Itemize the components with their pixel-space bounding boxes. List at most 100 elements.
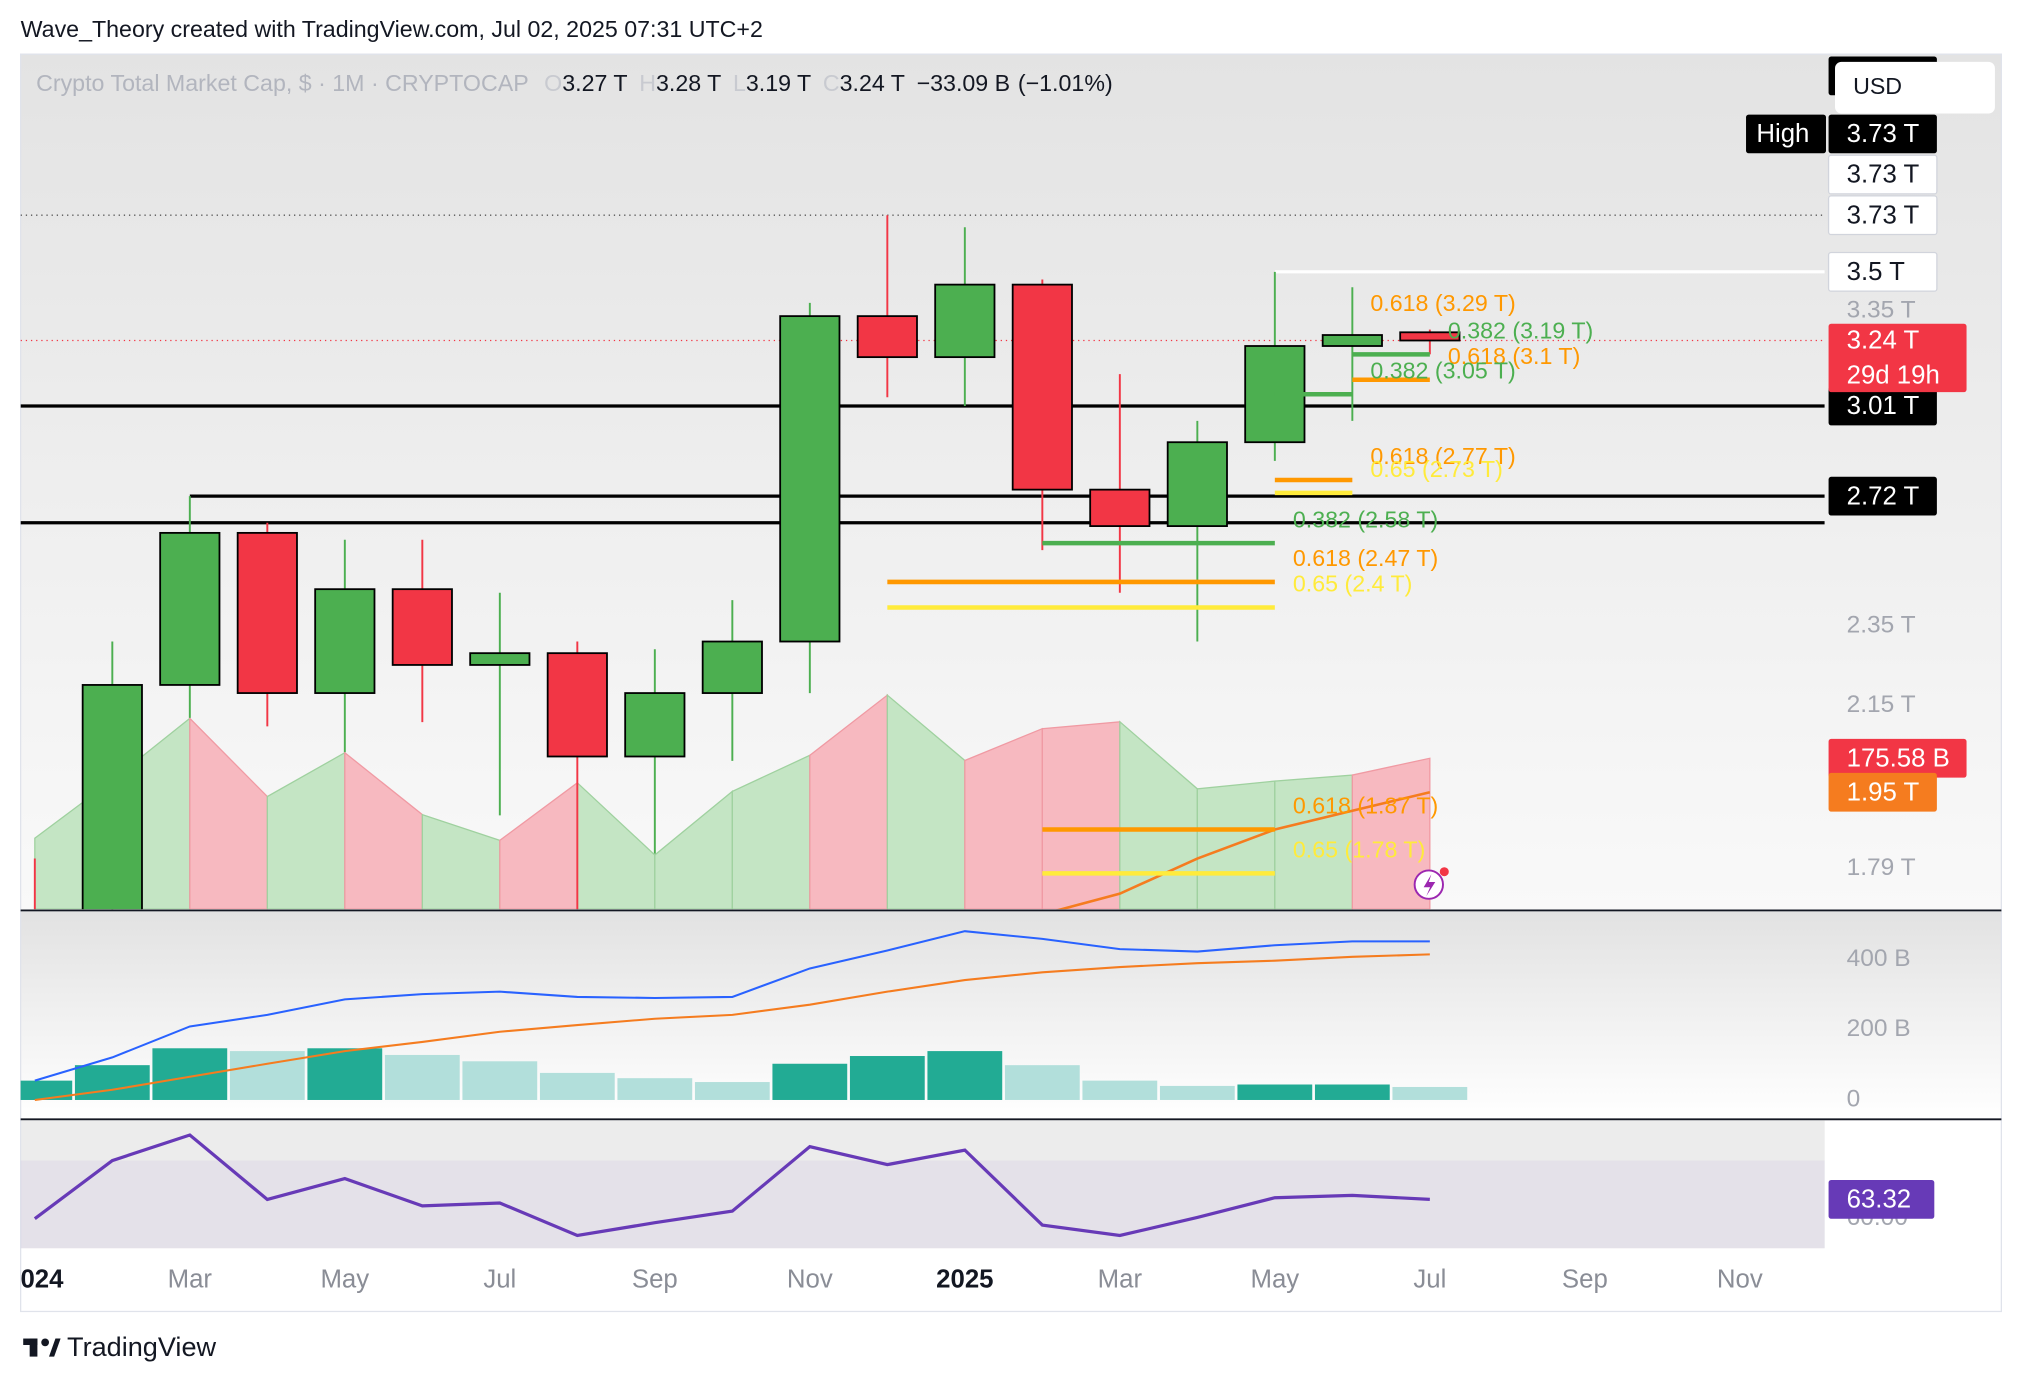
candle-body — [701, 640, 763, 694]
candle-body — [1089, 488, 1151, 527]
macd-histogram-bar — [229, 1051, 305, 1100]
y-tick-label: 1.79 T — [1847, 854, 1916, 881]
y-tick-label: 3.35 T — [1847, 296, 1916, 323]
x-tick-label: May — [1250, 1265, 1299, 1293]
price-badge-label: 3.73 T — [1847, 161, 1920, 189]
macd-histogram-bar — [539, 1072, 615, 1100]
y-tick-label: 2.15 T — [1847, 691, 1916, 718]
fib-label: 0.382 (2.58 T) — [1293, 506, 1438, 532]
candle-body — [856, 315, 918, 359]
macd-signal — [34, 953, 1430, 1102]
price-badge — [1828, 114, 1937, 154]
x-tick-label: May — [320, 1265, 369, 1293]
candle-body — [81, 684, 143, 910]
fib-label: 0.382 (3.05 T) — [1370, 357, 1515, 383]
macd-histogram-bar — [1082, 1080, 1158, 1100]
x-tick-label: Mar — [1098, 1265, 1143, 1293]
x-tick-label: Nov — [1717, 1265, 1763, 1293]
ohlc-value: 3.19 T — [746, 70, 811, 96]
price-badge — [1827, 251, 1938, 292]
fib-label: 0.65 (2.4 T) — [1293, 571, 1413, 597]
price-badge — [1828, 1180, 1935, 1219]
ohlc-value: 3.24 T — [840, 70, 905, 96]
macd-histogram-bar — [462, 1061, 538, 1100]
macd-histogram-bar — [1004, 1065, 1080, 1100]
price-badge-label: 2.72 T — [1847, 482, 1920, 510]
x-tick-label: Jul — [483, 1265, 516, 1293]
fib-label: 0.618 (2.47 T) — [1293, 545, 1438, 571]
last-price-label: 3.24 T — [1847, 327, 1920, 355]
ohlc-value: 3.28 T — [656, 70, 721, 96]
macd-histogram-bar — [20, 1080, 73, 1100]
change-pct: (−1.01%) — [1018, 70, 1113, 96]
candle-body — [779, 315, 841, 643]
legend-header: Crypto Total Market Cap, $ · 1M · CRYPTO… — [36, 70, 1113, 96]
macd-histogram-bar — [152, 1048, 228, 1100]
fib-label: 0.65 (2.73 T) — [1370, 456, 1502, 482]
price-badge — [1828, 738, 1967, 778]
macd-line — [34, 930, 1430, 1082]
time-axis: 2024 Mar May Jul Sep Nov 2025 Mar May Jul Sep Nov — [21, 1265, 1763, 1293]
price-badge — [1828, 476, 1937, 516]
price-badge-label: 3.01 T — [1847, 392, 1920, 420]
macd-histogram-bar — [849, 1056, 925, 1100]
candle-body — [469, 652, 531, 666]
price-badge-label: 3.5 T — [1847, 258, 1906, 286]
candle-body — [159, 531, 221, 686]
macd-histogram-bar — [384, 1054, 460, 1100]
volume-area — [964, 727, 1043, 910]
fib-label: 0.382 (3.19 T) — [1448, 318, 1593, 344]
x-tick-label: Sep — [632, 1265, 678, 1293]
volume-area — [1041, 721, 1121, 910]
candle-body — [1166, 441, 1228, 527]
price-badge-label: 1.95 T — [1847, 778, 1920, 806]
price-badge-label: 175.58 B — [1847, 744, 1950, 772]
ohlc-letter: H — [639, 70, 656, 96]
ohlc-letter: O — [544, 70, 562, 96]
macd-histogram-bar — [307, 1048, 383, 1100]
rsi-line — [33, 1133, 1430, 1238]
price-badge — [1827, 195, 1938, 236]
macd-histogram-bar — [1159, 1085, 1235, 1100]
last-price-badge — [1828, 323, 1967, 393]
fib-label: 0.65 (1.78 T) — [1293, 837, 1425, 863]
event-icon — [1413, 867, 1449, 900]
currency-label[interactable]: USD — [1853, 73, 1902, 99]
x-tick-label: Nov — [787, 1265, 833, 1293]
candle-body — [314, 588, 376, 694]
macd-tick-label: 0 — [1847, 1085, 1861, 1112]
currency-button[interactable] — [1835, 61, 1995, 114]
macd-tick-label: 200 B — [1847, 1015, 1911, 1042]
chart-frame — [19, 53, 2003, 1313]
brand-name: TradingView — [67, 1331, 216, 1362]
macd-histogram-bar — [772, 1063, 848, 1100]
price-pane: 0.618 (3.29 T)0.382 (3.19 T)0.618 (3.1 T… — [20, 214, 1825, 910]
macd-histogram-bar — [927, 1051, 1003, 1100]
x-tick-label: 2025 — [936, 1265, 993, 1293]
price-badge — [1828, 772, 1937, 812]
badge-title: High — [1756, 120, 1809, 148]
fib-label: 0.618 (2.77 T) — [1370, 443, 1515, 469]
fib-label: 0.618 (1.87 T) — [1293, 793, 1438, 819]
price-badge-label: 3.73 T — [1847, 201, 1920, 229]
ohlc-value: 3.27 T — [562, 70, 627, 96]
y-tick-label: 2.35 T — [1847, 612, 1916, 639]
candle-body — [391, 588, 453, 666]
candle-body — [624, 692, 686, 758]
candle-body — [236, 531, 298, 694]
fib-label: 0.618 (3.29 T) — [1370, 290, 1515, 316]
brand-logo — [23, 1338, 61, 1357]
x-tick-label: Sep — [1562, 1265, 1608, 1293]
x-tick-label: Mar — [168, 1265, 213, 1293]
candle-body — [1399, 331, 1461, 342]
candle-body — [546, 652, 608, 758]
macd-pane — [20, 930, 1468, 1102]
price-badge-label: 63.32 — [1847, 1185, 1912, 1213]
price-badge — [1828, 386, 1937, 426]
candle-body — [934, 283, 996, 359]
rsi-pane — [20, 1133, 1825, 1249]
price-axis: 3.35 T 2.35 T 2.15 T 1.79 T 3.73 T 3.73 T 3.73… — [1746, 56, 1967, 1231]
price-badge-label: 3.73 T — [1847, 120, 1920, 148]
